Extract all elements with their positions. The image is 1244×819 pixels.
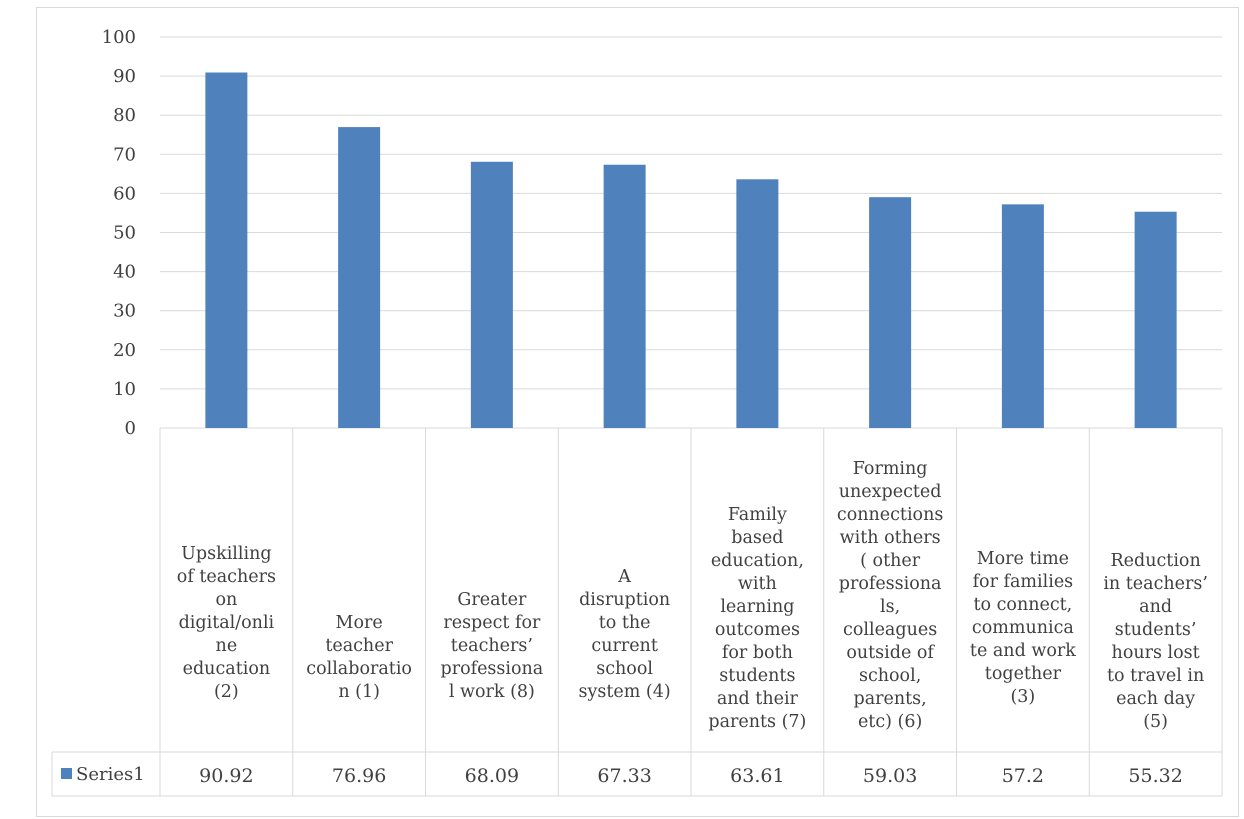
y-tick-label: 100 <box>102 27 136 48</box>
y-tick-label: 40 <box>113 262 136 283</box>
y-axis-tick-labels: 0 10 20 30 40 50 60 70 80 90 100 <box>102 27 136 439</box>
data-label: 57.2 <box>1002 765 1044 787</box>
category-label: More time for families to connect, communic… <box>970 549 1076 707</box>
y-tick-label: 30 <box>113 301 136 322</box>
y-tick-label: 10 <box>113 379 136 400</box>
bar <box>736 179 779 428</box>
data-label: 67.33 <box>597 765 651 787</box>
bar <box>1001 204 1044 428</box>
category-label: More teacher collaboratio n (1) <box>306 613 412 702</box>
gridlines <box>160 36 1222 429</box>
category-label: Greater respect for teachers’ professiona l … <box>441 590 544 702</box>
y-tick-label: 0 <box>125 418 136 439</box>
bar <box>1134 211 1177 428</box>
bar <box>205 72 248 428</box>
y-tick-label: 90 <box>113 66 136 87</box>
legend-label: Series1 <box>76 764 145 785</box>
data-label: 63.61 <box>730 765 784 787</box>
legend-swatch <box>61 768 72 779</box>
category-label: Upskilling of teachers on digital/onli ne edu… <box>177 544 276 702</box>
data-label: 68.09 <box>465 765 519 787</box>
category-labels: Upskilling of teachers on digital/onli ne edu… <box>177 459 1208 732</box>
y-tick-label: 50 <box>113 223 136 244</box>
y-tick-label: 20 <box>113 340 136 361</box>
bars <box>205 72 1177 429</box>
category-label: Forming unexpected connections with others(… <box>837 459 943 732</box>
bar <box>869 197 912 428</box>
y-tick-label: 60 <box>113 183 136 204</box>
y-tick-label: 80 <box>113 105 136 126</box>
y-tick-label: 70 <box>113 144 136 165</box>
category-label: Reduction in teachers’ and students’ hours l… <box>1103 551 1208 732</box>
category-label: Family based education, with learning outcome… <box>708 505 806 732</box>
bar <box>470 161 513 428</box>
data-label: 76.96 <box>332 765 386 787</box>
data-label: 90.92 <box>199 765 253 787</box>
data-label: 55.32 <box>1128 765 1182 787</box>
data-table: 90.92 76.96 68.09 67.33 63.61 59.03 57.2 55.32 <box>51 428 1223 797</box>
bar <box>603 164 646 429</box>
data-label: 59.03 <box>863 765 917 787</box>
bar <box>338 127 381 429</box>
legend: Series1 <box>61 764 145 785</box>
